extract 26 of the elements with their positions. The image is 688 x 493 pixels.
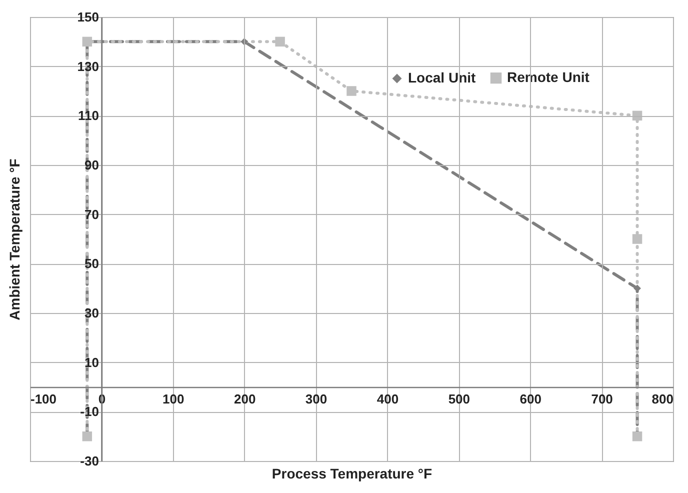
- y-tick-label: 110: [78, 108, 99, 124]
- y-tick-label: -10: [80, 404, 99, 420]
- x-tick-label: 400: [376, 392, 399, 406]
- y-tick-label: 130: [77, 58, 99, 74]
- x-tick-label: 700: [591, 392, 613, 406]
- point: [632, 234, 642, 244]
- legend-label: Local Unit: [408, 70, 476, 86]
- legend-label: Remote Unit: [507, 69, 590, 86]
- y-tick-label: -30: [80, 454, 99, 468]
- y-tick-label: 30: [84, 306, 99, 320]
- y-axis-title: Ambient Temperature °F: [6, 158, 22, 320]
- y-tick-label: 70: [84, 206, 99, 222]
- x-tick-label: 800: [652, 392, 674, 406]
- y-tick-label: 50: [84, 256, 99, 272]
- x-tick-label: 200: [234, 392, 256, 406]
- x-tick-label: -100: [30, 392, 57, 406]
- x-tick-label: 100: [162, 392, 184, 406]
- point: [275, 36, 285, 47]
- y-tick-label: 10: [84, 354, 99, 370]
- x-axis-title: Process Temperature °F: [272, 466, 433, 482]
- x-tick-label: 600: [520, 392, 542, 406]
- y-tick-label: 90: [84, 158, 99, 172]
- y-tick-label: 150: [77, 10, 99, 24]
- point: [346, 86, 356, 96]
- x-tick-label: 500: [448, 392, 470, 406]
- x-tick-label: 300: [305, 392, 328, 406]
